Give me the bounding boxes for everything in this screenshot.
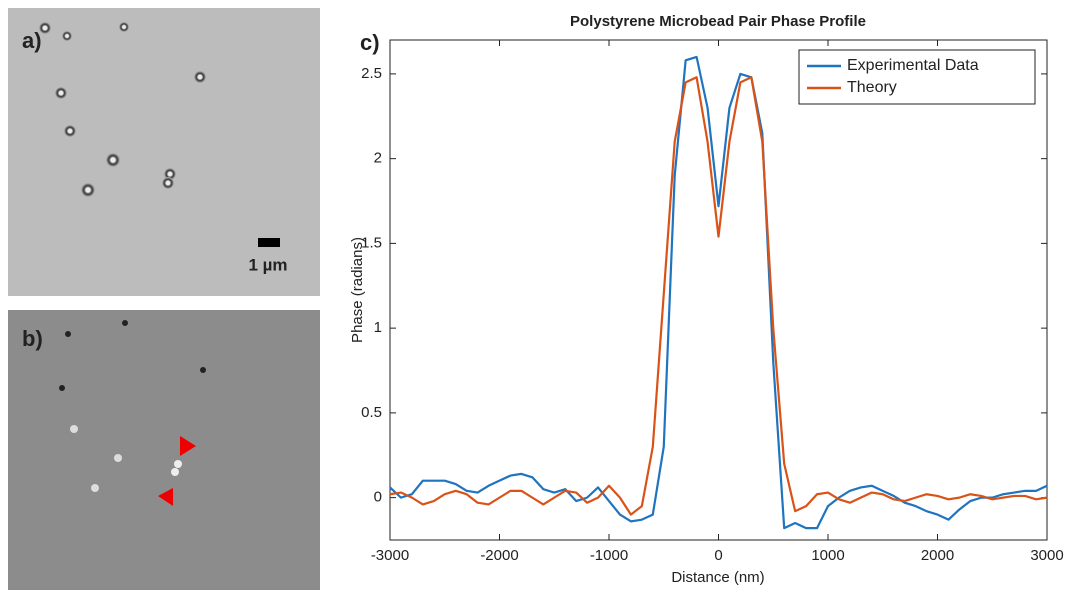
y-tick-label: 0.5 [361, 404, 382, 421]
y-tick-label: 0 [374, 489, 382, 506]
beads-b [59, 320, 206, 492]
scale-bar-label: 1 µm [248, 255, 287, 274]
legend-label: Theory [847, 79, 897, 96]
chart-title: Polystyrene Microbead Pair Phase Profile [570, 13, 866, 30]
x-tick-label: -3000 [371, 547, 409, 564]
y-axis-label: Phase (radians) [349, 237, 366, 343]
arrow-marker [180, 436, 196, 456]
plot-frame [389, 39, 1048, 541]
y-tick-label: 1 [374, 319, 382, 336]
series-line [389, 55, 1048, 530]
panel-label: c) [360, 30, 380, 55]
image-b: b) [8, 310, 320, 590]
x-axis-label: Distance (nm) [671, 569, 764, 586]
legend-box [798, 49, 1036, 105]
arrow-marker [158, 488, 173, 506]
beads-a [39, 22, 206, 197]
x-tick-label: 0 [714, 547, 722, 564]
panel-label: b) [22, 326, 43, 351]
x-tick-label: 1000 [811, 547, 844, 564]
x-tick-label: -2000 [480, 547, 518, 564]
series-line [389, 76, 1048, 516]
scale-bar [258, 238, 280, 247]
chart: c) Polystyrene Microbead Pair Phase Prof… [349, 13, 1064, 586]
y-tick-label: 2.5 [361, 65, 382, 82]
panel-label: a) [22, 28, 42, 53]
x-tick-label: -1000 [590, 547, 628, 564]
x-tick-label: 3000 [1030, 547, 1063, 564]
image-a: 1 µm a) [8, 8, 320, 296]
micrograph-b [8, 310, 320, 590]
y-tick-label: 1.5 [361, 234, 382, 251]
micrograph-a [8, 8, 320, 296]
legend-label: Experimental Data [847, 57, 979, 74]
y-tick-label: 2 [374, 150, 382, 167]
x-tick-label: 2000 [921, 547, 954, 564]
